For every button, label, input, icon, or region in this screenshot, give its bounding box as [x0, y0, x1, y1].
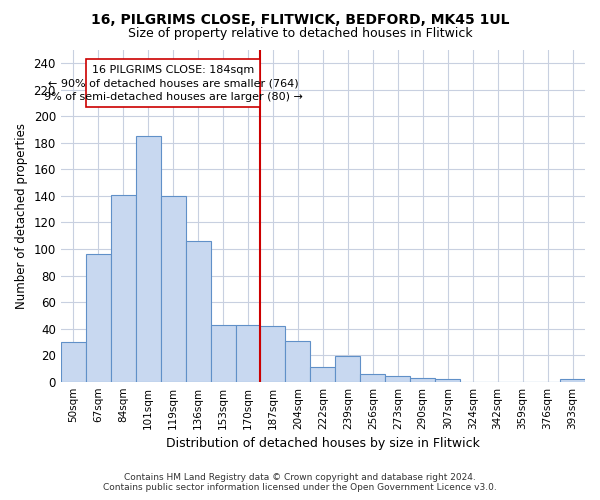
Bar — [86, 60, 260, 107]
Bar — [61, 342, 86, 382]
Bar — [385, 376, 410, 382]
Bar — [310, 367, 335, 382]
Text: 16, PILGRIMS CLOSE, FLITWICK, BEDFORD, MK45 1UL: 16, PILGRIMS CLOSE, FLITWICK, BEDFORD, M… — [91, 12, 509, 26]
X-axis label: Distribution of detached houses by size in Flitwick: Distribution of detached houses by size … — [166, 437, 480, 450]
Bar — [236, 324, 260, 382]
Bar — [111, 194, 136, 382]
Bar — [136, 136, 161, 382]
Bar — [260, 326, 286, 382]
Bar — [161, 196, 185, 382]
Bar — [335, 356, 361, 382]
Text: ← 90% of detached houses are smaller (764): ← 90% of detached houses are smaller (76… — [48, 78, 298, 88]
Bar — [361, 374, 385, 382]
Text: Size of property relative to detached houses in Flitwick: Size of property relative to detached ho… — [128, 28, 472, 40]
Bar — [435, 379, 460, 382]
Bar — [560, 379, 585, 382]
Text: 9% of semi-detached houses are larger (80) →: 9% of semi-detached houses are larger (8… — [44, 92, 302, 102]
Bar — [286, 340, 310, 382]
Bar — [185, 241, 211, 382]
Text: Contains HM Land Registry data © Crown copyright and database right 2024.
Contai: Contains HM Land Registry data © Crown c… — [103, 473, 497, 492]
Text: 16 PILGRIMS CLOSE: 184sqm: 16 PILGRIMS CLOSE: 184sqm — [92, 64, 254, 74]
Bar — [211, 324, 236, 382]
Bar — [410, 378, 435, 382]
Bar — [86, 254, 111, 382]
Y-axis label: Number of detached properties: Number of detached properties — [15, 123, 28, 309]
